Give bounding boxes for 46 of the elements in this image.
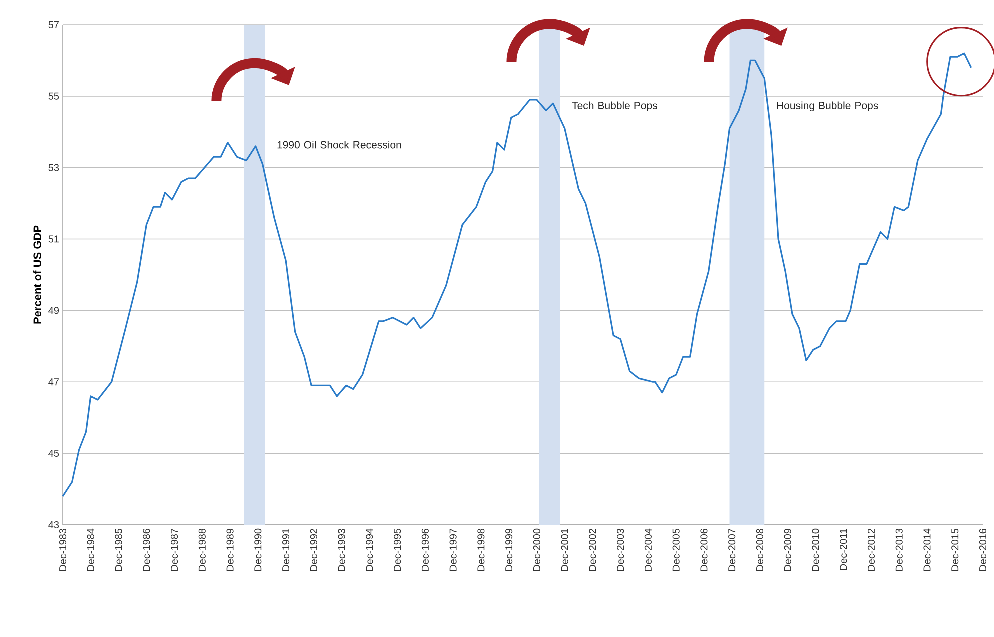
x-tick-label: Dec-1993 [338,528,346,572]
x-tick-label: Dec-1988 [198,528,206,572]
x-tick-label: Dec-1992 [310,529,318,572]
x-tick-label: Dec-1997 [450,529,457,572]
x-tick-label: Dec-2002 [589,529,596,572]
y-tick-label: 51 [48,236,59,243]
y-tick-label: 53 [48,164,60,172]
x-tick-label: Dec-1986 [143,528,150,572]
x-tick-label: Dec-2006 [700,528,708,572]
x-tick-label: Dec-2005 [672,528,680,572]
x-tick-label: Dec-2003 [617,528,624,572]
x-tick-label: Dec-1995 [394,528,402,572]
x-tick-label: Dec-2015 [952,528,959,572]
x-tick-label: Dec-1994 [366,528,374,572]
x-tick-label: Dec-2008 [756,528,764,572]
x-tick-label: Dec-2013 [896,528,903,572]
x-tick-label: Dec-1991 [282,529,290,572]
y-axis-title: Percent of US GDP [33,226,42,324]
x-tick-label: Dec-2007 [728,529,736,572]
x-tick-label: Dec-2000 [533,528,540,572]
y-tick-label: 55 [48,92,60,100]
x-tick-label: Dec-2014 [924,528,931,572]
x-tick-label: Dec-2011 [840,529,848,570]
band-label: Housing Bubble Pops [777,102,878,112]
x-tick-label: Dec-2012 [868,529,876,572]
x-tick-label: Dec-2001 [561,529,568,572]
y-tick-label: 57 [48,21,59,28]
x-tick-label: Dec-1983 [59,528,67,572]
x-tick-label: Dec-2016 [979,528,987,572]
x-tick-label: Dec-1990 [254,528,262,572]
x-tick-label: Dec-2010 [812,528,820,572]
x-tick-label: Dec-1996 [422,528,429,572]
y-tick-label: 47 [48,378,59,386]
x-tick-label: Dec-1998 [478,528,485,572]
y-tick-label: 43 [48,521,60,529]
y-tick-label: 49 [48,307,60,314]
x-tick-label: Dec-1985 [115,528,122,572]
x-tick-label: Dec-2004 [644,528,652,572]
band-label: 1990 Oil Shock Recession [278,141,402,149]
band-label: Tech Bubble Pops [572,102,658,112]
x-tick-label: Dec-1999 [506,528,513,572]
x-tick-label: Dec-1989 [226,528,234,572]
x-tick-label: Dec-1984 [87,528,94,572]
x-tick-label: Dec-2009 [784,528,792,572]
y-tick-label: 45 [48,450,60,458]
x-tick-label: Dec-1987 [170,529,178,572]
